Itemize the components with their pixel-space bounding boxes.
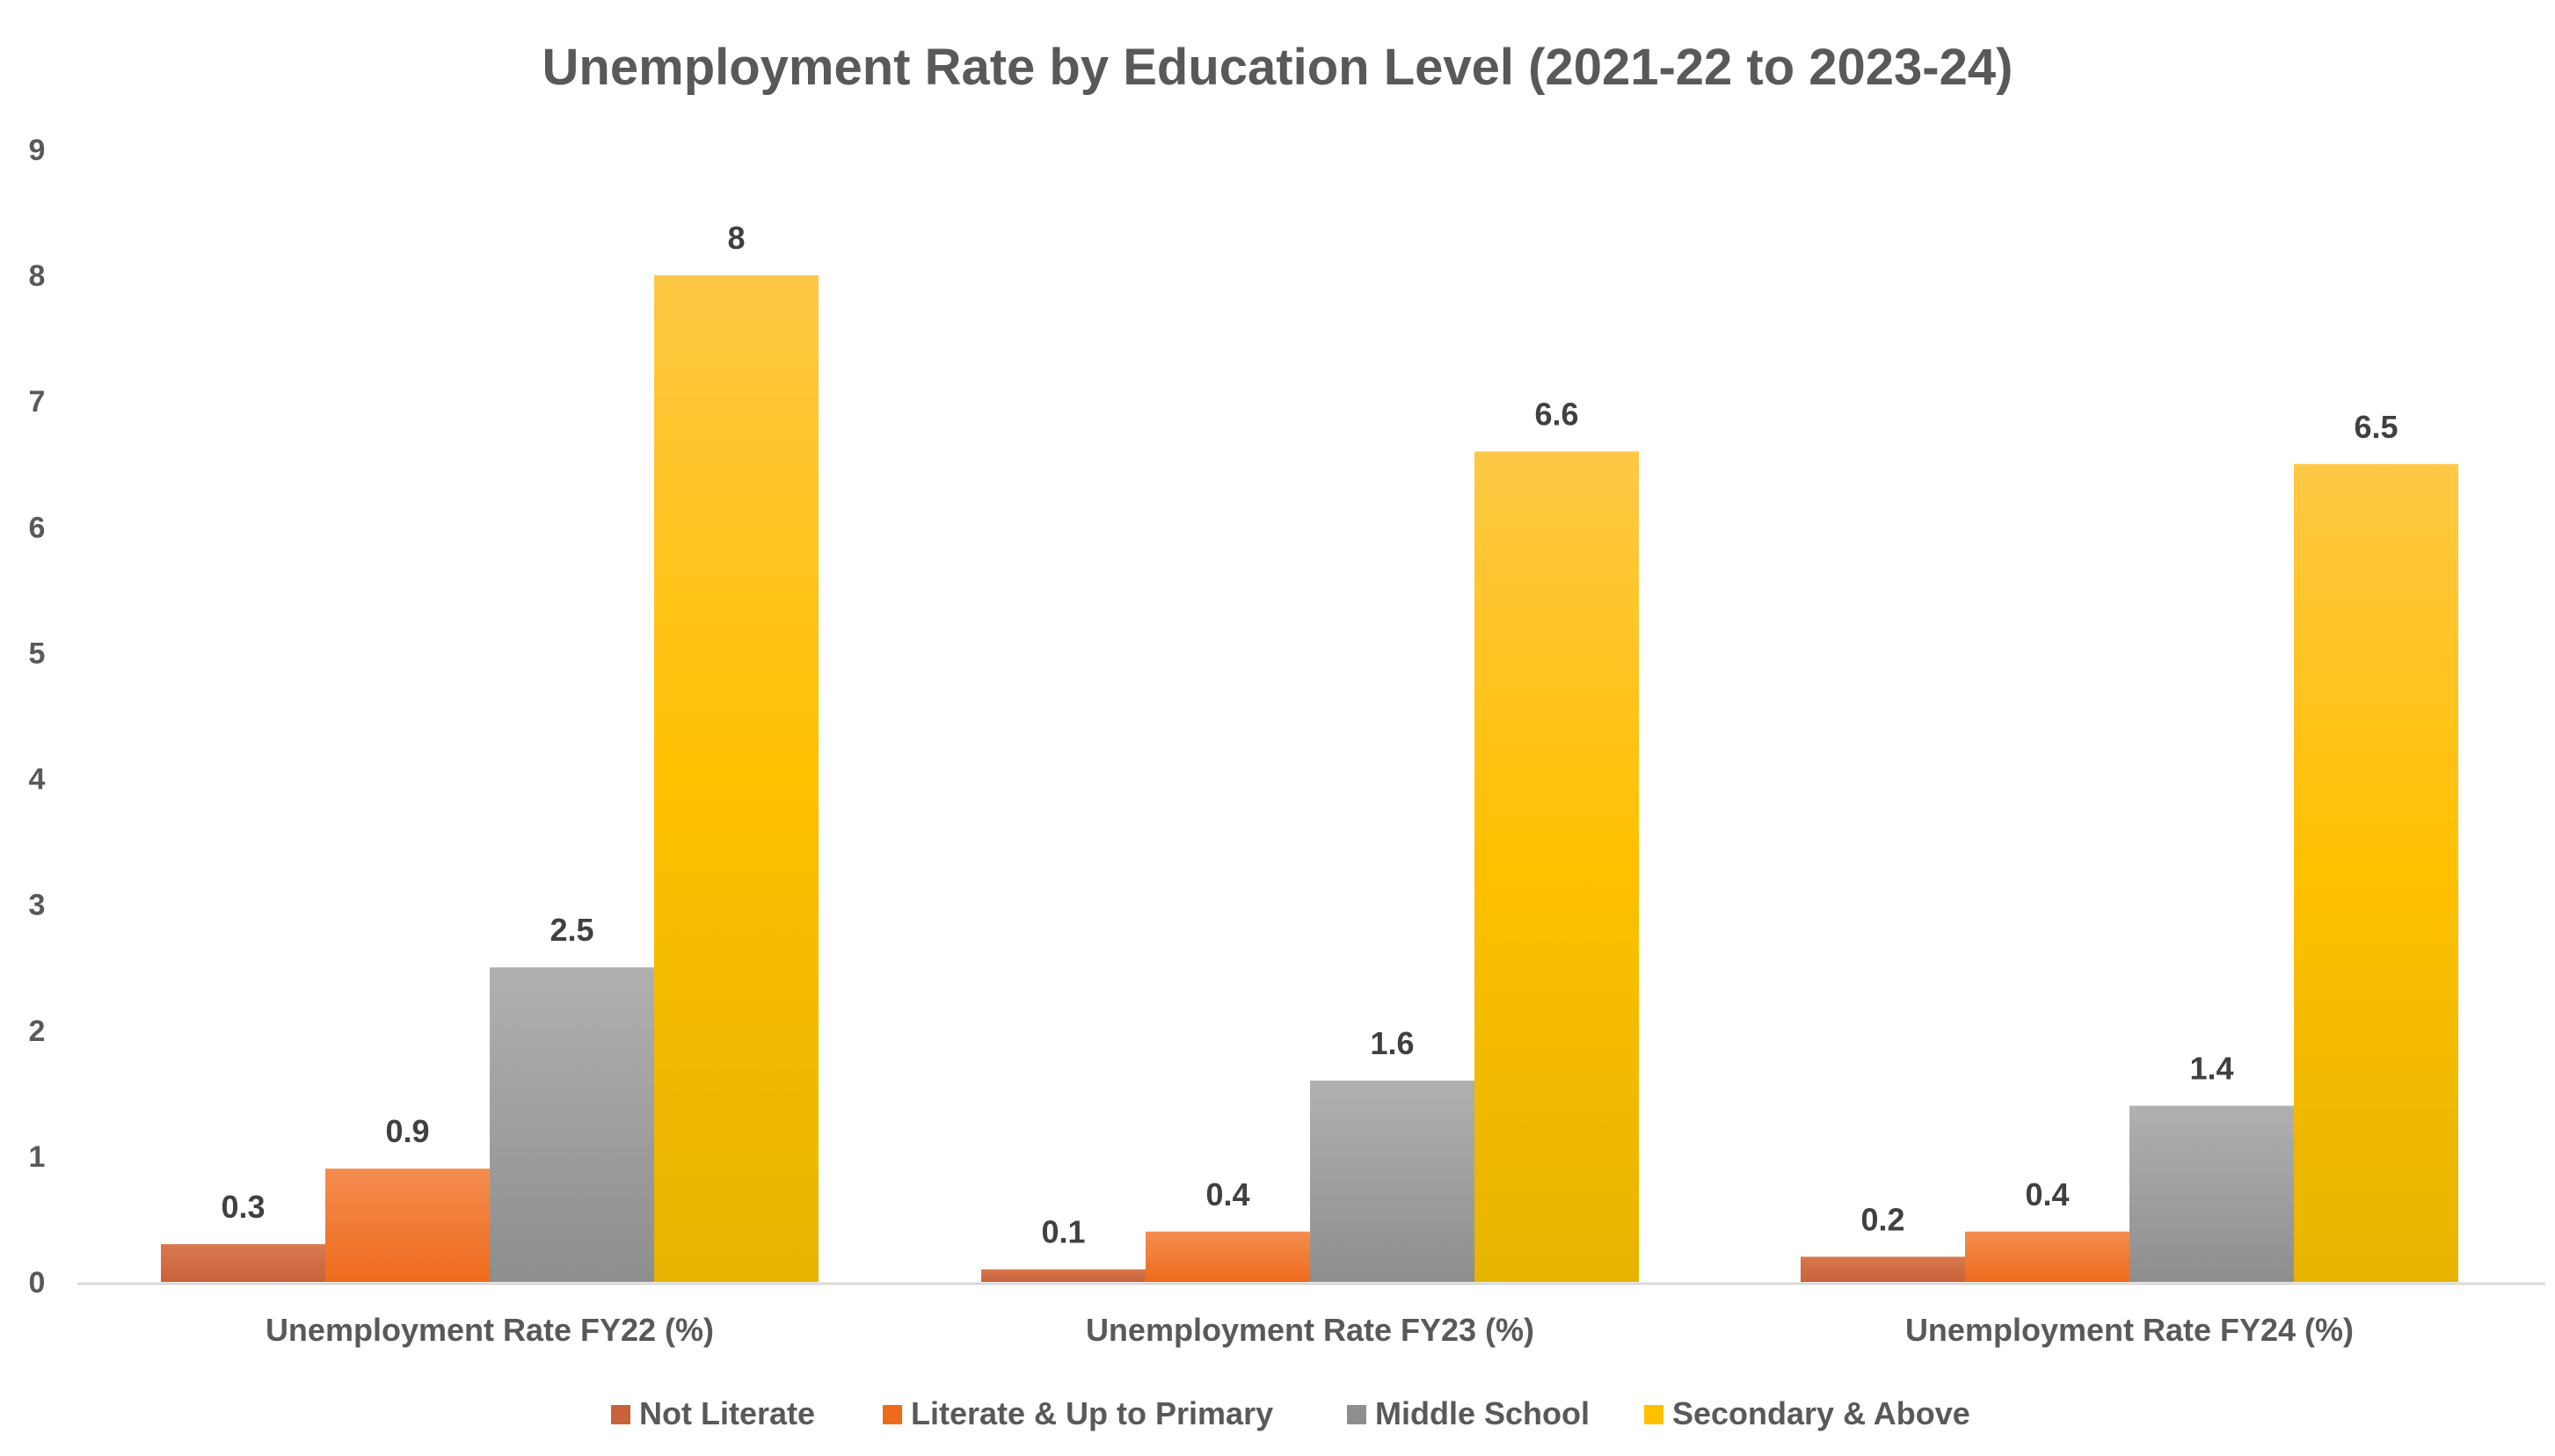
bar [1310, 1081, 1474, 1282]
y-tick-label: 4 [29, 763, 46, 797]
y-tick-label: 2 [29, 1015, 46, 1048]
bar [1474, 451, 1639, 1282]
legend-swatch [883, 1405, 902, 1424]
data-label: 0.4 [1205, 1176, 1249, 1212]
data-label: 8 [727, 220, 745, 256]
legend-swatch [1347, 1405, 1366, 1424]
data-label: 0.9 [385, 1113, 429, 1149]
data-label: 0.2 [1860, 1201, 1904, 1237]
category-label: Unemployment Rate FY22 (%) [266, 1312, 714, 1348]
bar [490, 967, 654, 1282]
data-label: 0.4 [2025, 1176, 2069, 1212]
legend-label: Middle School [1375, 1395, 1590, 1431]
data-label: 6.5 [2354, 409, 2398, 445]
data-label: 2.5 [550, 912, 593, 948]
chart-title: Unemployment Rate by Education Level (20… [542, 39, 2013, 96]
y-tick-label: 3 [29, 889, 46, 922]
y-axis: 0 1 2 3 4 5 6 7 8 9 [29, 134, 46, 1299]
legend-swatch [611, 1405, 630, 1424]
y-tick-label: 7 [29, 385, 46, 419]
bar [161, 1244, 325, 1282]
legend-swatch [1644, 1405, 1663, 1424]
y-tick-label: 0 [29, 1266, 46, 1299]
legend-label: Literate & Up to Primary [911, 1395, 1273, 1431]
category-label: Unemployment Rate FY24 (%) [1905, 1312, 2354, 1348]
y-tick-label: 8 [29, 259, 46, 293]
legend: Not Literate Literate & Up to Primary Midd… [611, 1395, 1970, 1431]
x-axis: Unemployment Rate FY22 (%) Unemployment R… [266, 1312, 2354, 1348]
bar [1965, 1231, 2129, 1282]
category-label: Unemployment Rate FY23 (%) [1086, 1312, 1534, 1348]
y-tick-label: 1 [29, 1140, 46, 1174]
bar [1801, 1256, 1965, 1282]
data-label: 1.4 [2189, 1051, 2233, 1087]
legend-label: Secondary & Above [1672, 1395, 1970, 1431]
bar [2129, 1105, 2294, 1282]
legend-label: Not Literate [639, 1395, 815, 1431]
data-label: 0.1 [1041, 1214, 1085, 1250]
data-label: 1.6 [1370, 1025, 1414, 1061]
bar [654, 275, 819, 1283]
bar [2294, 463, 2458, 1282]
bar [981, 1269, 1146, 1282]
data-label: 6.6 [1534, 396, 1578, 432]
bar [1146, 1231, 1310, 1282]
data-label: 0.3 [221, 1189, 265, 1225]
y-tick-label: 6 [29, 511, 46, 544]
data-labels: 0.3 0.9 2.5 8 0.1 0.4 1.6 6.6 0.2 0.4 1.4 6.5 [221, 220, 2398, 1250]
y-tick-label: 5 [29, 637, 46, 670]
bar [325, 1168, 490, 1282]
y-tick-label: 9 [29, 134, 46, 167]
bars [161, 275, 2458, 1283]
